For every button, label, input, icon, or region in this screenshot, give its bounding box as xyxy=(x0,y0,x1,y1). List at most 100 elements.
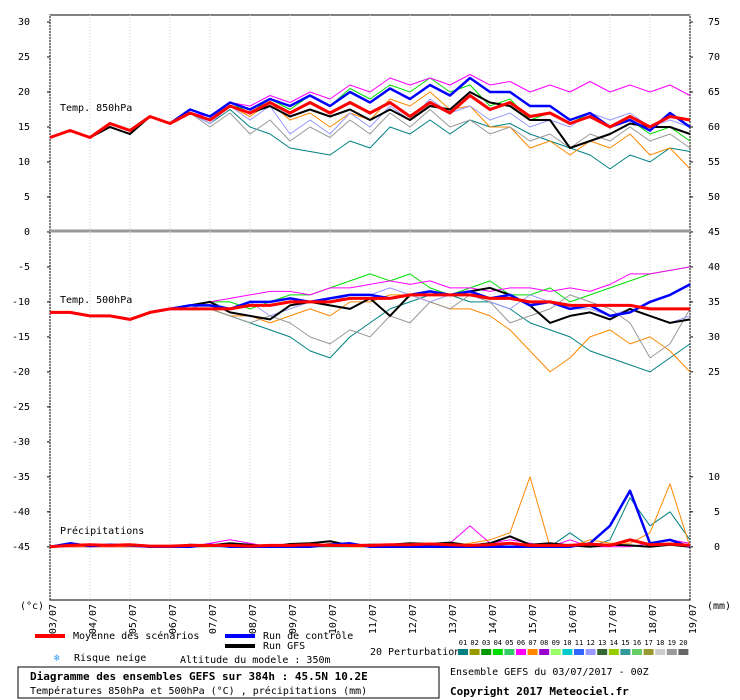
y-tick-label: 20 xyxy=(18,87,30,98)
y-tick-label: -15 xyxy=(12,332,30,343)
x-tick-label: 12/07 xyxy=(408,604,419,634)
perturbation-number: 11 xyxy=(575,639,583,647)
panel-label: Précipitations xyxy=(60,525,144,537)
y2-tick-label: 10 xyxy=(708,472,720,483)
x-tick-label: 15/07 xyxy=(528,604,539,634)
x-tick-label: 09/07 xyxy=(288,604,299,634)
snow-icon: ❄ xyxy=(54,653,61,664)
perturbation-swatch xyxy=(585,649,596,655)
series-line xyxy=(50,293,690,321)
perturbation-number: 10 xyxy=(563,639,571,647)
y2-tick-label: 70 xyxy=(708,52,720,63)
perturbation-swatch xyxy=(469,649,480,655)
perturbation-number: 05 xyxy=(505,639,513,647)
y-tick-label: 25 xyxy=(18,52,30,63)
legend-label: Moyenne des scénarios xyxy=(73,630,199,642)
y-tick-label: -20 xyxy=(12,367,30,378)
perturbation-number: 20 xyxy=(679,639,687,647)
y-unit: (°c) xyxy=(20,601,44,612)
x-tick-label: 14/07 xyxy=(488,604,499,634)
perturbation-number: 06 xyxy=(517,639,525,647)
perturbation-swatch xyxy=(481,649,492,655)
perturbation-swatch xyxy=(527,649,538,655)
y2-unit: (mm) xyxy=(707,601,731,612)
series-line xyxy=(49,94,691,139)
footer-subtitle: Températures 850hPa et 500hPa (°C) , pré… xyxy=(30,685,367,697)
footer-title: Diagramme des ensembles GEFS sur 384h : … xyxy=(30,670,368,683)
footer-box xyxy=(17,666,440,699)
y2-tick-label: 60 xyxy=(708,122,720,133)
x-tick-label: 04/07 xyxy=(88,604,99,634)
y2-tick-label: 45 xyxy=(708,227,720,238)
x-tick-label: 07/07 xyxy=(208,604,219,634)
perturbation-number: 18 xyxy=(656,639,664,647)
y2-tick-label: 25 xyxy=(708,367,720,378)
perturbation-swatch xyxy=(655,649,666,655)
perturbation-swatch xyxy=(458,649,468,655)
perturbation-swatch xyxy=(632,649,642,655)
x-tick-label: 13/07 xyxy=(448,604,459,634)
y2-tick-label: 50 xyxy=(708,192,720,203)
perturbation-number: 09 xyxy=(552,639,560,647)
x-tick-label: 03/07 xyxy=(48,604,59,634)
y2-tick-label: 65 xyxy=(708,87,720,98)
perturbation-swatch xyxy=(666,649,677,655)
perturbation-swatch xyxy=(608,649,619,655)
perturbation-number: 07 xyxy=(528,639,536,647)
perturbations-label: 20 Perturbations xyxy=(370,647,466,658)
run-info: Ensemble GEFS du 03/07/2017 - 00Z xyxy=(450,667,649,678)
perturbation-number: 01 xyxy=(459,639,467,647)
y2-tick-label: 75 xyxy=(708,17,720,28)
legend-label: Run GFS xyxy=(263,641,305,652)
perturbation-number: 14 xyxy=(610,639,618,647)
x-tick-label: 11/07 xyxy=(368,604,379,634)
perturbation-number: 03 xyxy=(482,639,490,647)
y-tick-label: -45 xyxy=(12,542,30,553)
perturbation-swatch xyxy=(574,649,584,655)
panel-label: Temp. 850hPa xyxy=(60,103,132,114)
perturbation-swatch xyxy=(678,649,689,655)
perturbation-swatch xyxy=(539,649,550,655)
x-tick-label: 08/07 xyxy=(248,604,259,634)
y2-tick-label: 35 xyxy=(708,297,720,308)
x-tick-label: 10/07 xyxy=(328,604,339,634)
y2-tick-label: 40 xyxy=(708,262,720,273)
y-tick-label: -10 xyxy=(12,297,30,308)
y-tick-label: -30 xyxy=(12,437,30,448)
y-tick-label: -40 xyxy=(12,507,30,518)
x-tick-label: 06/07 xyxy=(168,604,179,634)
x-tick-label: 18/07 xyxy=(648,604,659,634)
perturbation-number: 02 xyxy=(470,639,478,647)
altitude: Altitude du modele : 350m xyxy=(180,655,331,666)
perturbation-number: 17 xyxy=(644,639,652,647)
perturbation-number: 08 xyxy=(540,639,548,647)
y-tick-label: 0 xyxy=(24,227,30,238)
y2-tick-label: 5 xyxy=(714,507,720,518)
perturbation-swatch xyxy=(562,649,573,655)
x-tick-label: 16/07 xyxy=(568,604,579,634)
y2-tick-label: 30 xyxy=(708,332,720,343)
y-tick-label: 10 xyxy=(18,157,30,168)
x-tick-label: 05/07 xyxy=(128,604,139,634)
perturbation-swatch xyxy=(620,649,631,655)
perturbation-swatch xyxy=(597,649,608,655)
perturbation-swatch xyxy=(516,649,526,655)
perturbation-swatch xyxy=(550,649,561,655)
y-tick-label: -5 xyxy=(18,262,30,273)
perturbation-swatch xyxy=(492,649,503,655)
perturbation-number: 04 xyxy=(494,639,502,647)
y2-tick-label: 55 xyxy=(708,157,720,168)
y-tick-label: 5 xyxy=(24,192,30,203)
snow-risk: Risque neige xyxy=(74,653,146,664)
perturbation-swatch xyxy=(504,649,515,655)
y2-tick-label: 0 xyxy=(714,542,720,553)
y-tick-label: -25 xyxy=(12,402,30,413)
perturbation-number: 15 xyxy=(621,639,629,647)
perturbation-number: 13 xyxy=(598,639,606,647)
x-tick-label: 17/07 xyxy=(608,604,619,634)
copyright: Copyright 2017 Meteociel.fr xyxy=(450,685,629,698)
perturbation-number: 19 xyxy=(668,639,676,647)
perturbation-number: 12 xyxy=(586,639,594,647)
